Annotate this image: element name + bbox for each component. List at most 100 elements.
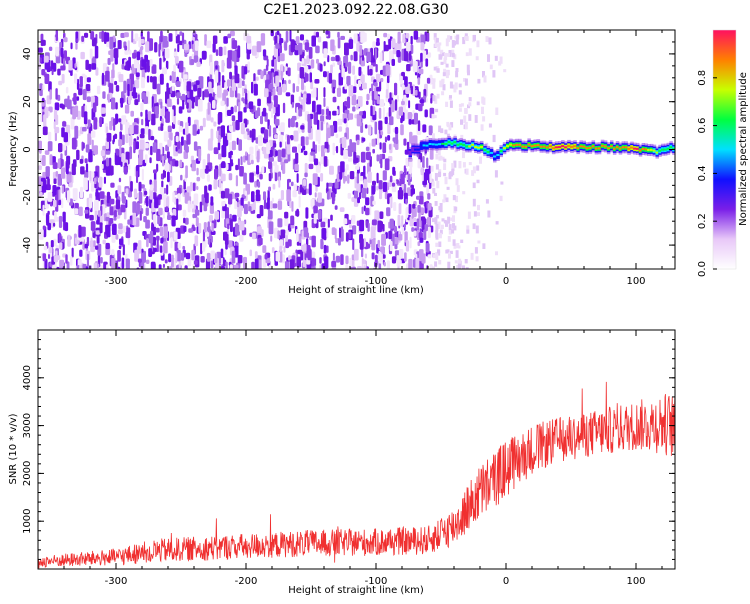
noise-cell bbox=[101, 30, 104, 43]
noise-cell bbox=[93, 117, 98, 130]
noise-cell bbox=[315, 31, 319, 38]
noise-cell bbox=[300, 136, 305, 147]
noise-cell bbox=[95, 245, 99, 250]
noise-cell bbox=[144, 143, 149, 149]
noise-cell bbox=[400, 124, 404, 136]
sparse-noise-cell bbox=[479, 156, 482, 164]
noise-cell bbox=[99, 222, 103, 234]
ridge-core bbox=[518, 143, 522, 146]
noise-cell bbox=[237, 45, 241, 58]
noise-cell bbox=[44, 73, 50, 84]
noise-cell bbox=[418, 195, 424, 205]
noise-cell bbox=[198, 76, 204, 89]
noise-cell bbox=[407, 173, 411, 186]
ridge-core bbox=[441, 142, 445, 145]
sparse-noise-cell bbox=[445, 38, 449, 47]
sparse-noise-cell bbox=[445, 70, 449, 79]
noise-cell bbox=[183, 74, 188, 80]
noise-cell bbox=[155, 227, 160, 233]
noise-cell bbox=[272, 127, 277, 135]
noise-cell bbox=[75, 42, 78, 50]
snr-xtick-label: -300 bbox=[105, 576, 128, 587]
noise-cell bbox=[196, 128, 200, 135]
noise-cell bbox=[324, 141, 329, 150]
noise-cell bbox=[296, 228, 299, 242]
noise-cell bbox=[429, 173, 432, 183]
noise-cell bbox=[125, 258, 130, 269]
noise-cell bbox=[61, 198, 64, 209]
noise-cell bbox=[372, 200, 376, 206]
noise-cell bbox=[218, 46, 223, 57]
noise-cell bbox=[332, 86, 336, 94]
spectrogram-xtick-label: -100 bbox=[365, 276, 388, 287]
sparse-noise-cell bbox=[449, 95, 452, 99]
sparse-noise-cell bbox=[449, 250, 453, 254]
noise-cell bbox=[229, 162, 234, 167]
noise-cell bbox=[365, 220, 369, 228]
noise-cell bbox=[347, 157, 353, 162]
noise-cell bbox=[423, 229, 427, 240]
sparse-noise-cell bbox=[462, 37, 466, 45]
spectrogram-xtick-label: 100 bbox=[626, 276, 645, 287]
noise-cell bbox=[321, 145, 325, 158]
noise-cell bbox=[206, 174, 210, 182]
ridge-core bbox=[647, 149, 651, 151]
noise-cell bbox=[231, 50, 237, 62]
noise-cell bbox=[377, 132, 380, 146]
noise-cell bbox=[325, 115, 331, 120]
noise-cell bbox=[221, 190, 225, 199]
noise-cell bbox=[379, 142, 382, 150]
noise-cell bbox=[419, 237, 424, 243]
sparse-noise-cell bbox=[475, 225, 479, 234]
sparse-noise-cell bbox=[494, 170, 498, 178]
noise-cell bbox=[72, 188, 78, 201]
noise-cell bbox=[162, 67, 167, 75]
noise-cell bbox=[118, 223, 123, 230]
noise-cell bbox=[390, 196, 393, 209]
sparse-noise-cell bbox=[431, 181, 435, 187]
noise-cell bbox=[347, 192, 351, 199]
noise-cell bbox=[184, 192, 190, 204]
noise-cell bbox=[144, 126, 149, 135]
noise-cell bbox=[337, 31, 340, 38]
noise-cell bbox=[237, 111, 243, 123]
noise-cell bbox=[323, 61, 326, 67]
sparse-noise-cell bbox=[456, 265, 460, 269]
sparse-noise-cell bbox=[481, 106, 484, 114]
sparse-noise-cell bbox=[460, 134, 464, 141]
noise-cell bbox=[183, 217, 186, 224]
noise-cell bbox=[101, 72, 104, 85]
noise-cell bbox=[214, 70, 219, 83]
noise-cell bbox=[347, 266, 350, 269]
sparse-noise-cell bbox=[442, 84, 446, 91]
noise-cell bbox=[187, 116, 191, 126]
noise-cell bbox=[43, 55, 49, 63]
noise-cell bbox=[334, 228, 337, 240]
noise-cell bbox=[263, 55, 269, 61]
noise-cell bbox=[343, 101, 348, 106]
noise-cell bbox=[312, 173, 318, 186]
noise-cell bbox=[264, 253, 268, 260]
noise-cell bbox=[224, 249, 227, 256]
sparse-noise-cell bbox=[451, 40, 455, 48]
noise-cell bbox=[417, 204, 421, 213]
noise-cell bbox=[309, 72, 312, 83]
noise-cell bbox=[304, 172, 308, 178]
noise-cell bbox=[361, 137, 366, 142]
noise-cell bbox=[311, 235, 316, 248]
noise-cell bbox=[375, 64, 378, 73]
noise-cell bbox=[349, 171, 355, 180]
ridge-core bbox=[576, 147, 580, 150]
sparse-noise-cell bbox=[432, 133, 435, 138]
sparse-noise-cell bbox=[440, 224, 444, 230]
noise-cell bbox=[54, 102, 60, 111]
noise-cell bbox=[91, 37, 97, 47]
noise-cell bbox=[145, 219, 150, 229]
noise-cell bbox=[107, 57, 111, 65]
noise-cell bbox=[52, 185, 57, 196]
noise-cell bbox=[251, 261, 255, 269]
sparse-noise-cell bbox=[472, 198, 476, 207]
noise-cell bbox=[74, 63, 77, 69]
noise-cell bbox=[91, 63, 97, 70]
noise-cell bbox=[127, 219, 131, 225]
